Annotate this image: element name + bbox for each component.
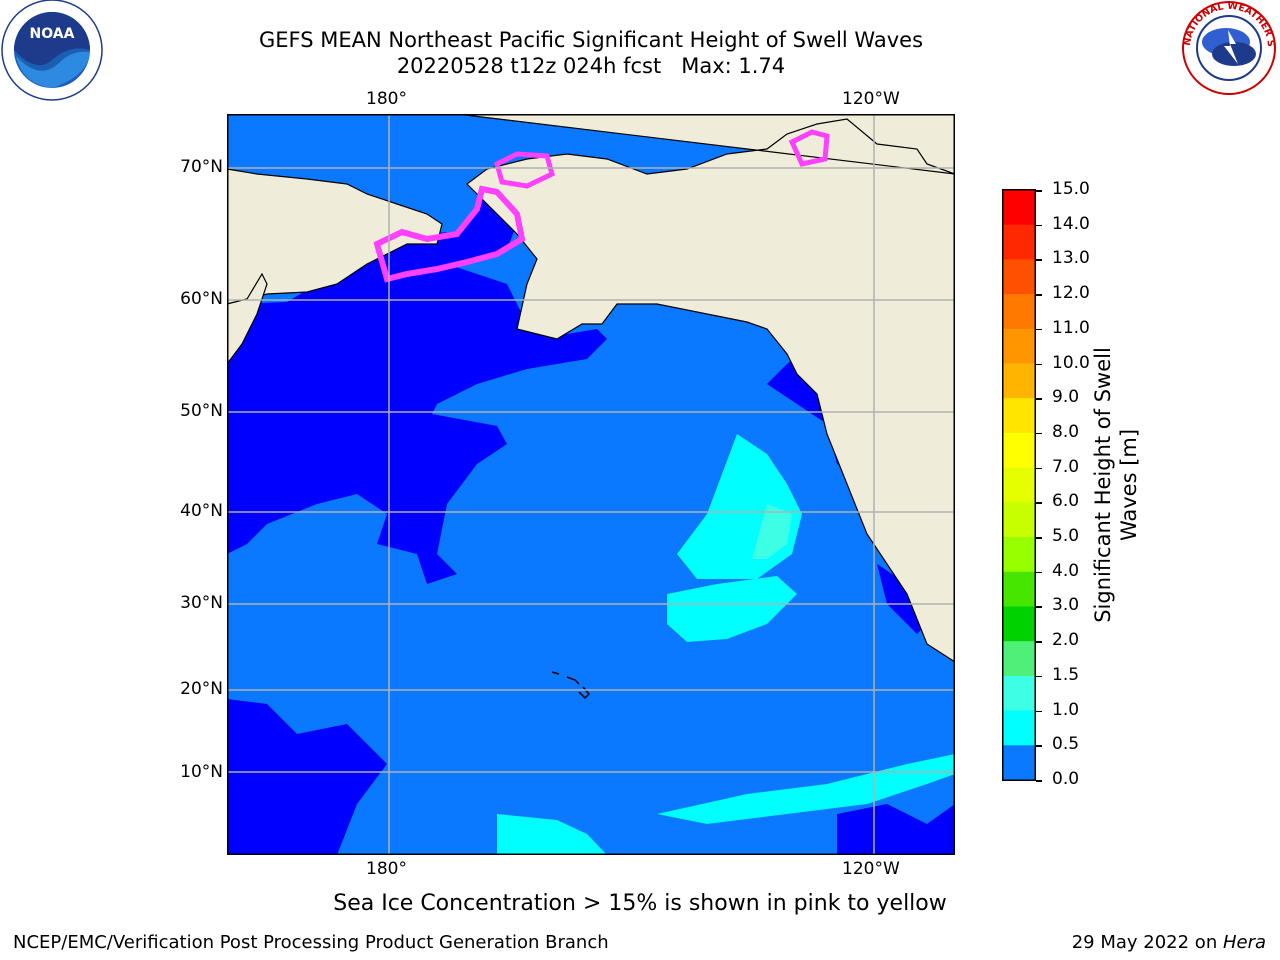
colorbar-tick-label: 1.5 bbox=[1052, 664, 1080, 685]
colorbar-tick-label: 2.0 bbox=[1052, 630, 1080, 651]
colorbar-tick-mark bbox=[1036, 398, 1042, 400]
colorbar-label-line1: Significant Height of Swell bbox=[1091, 347, 1115, 623]
footer-date-text: 29 May 2022 on bbox=[1071, 932, 1223, 953]
colorbar-tick-label: 13.0 bbox=[1052, 248, 1090, 269]
map-gridlines bbox=[227, 114, 955, 855]
footer-host: Hera bbox=[1222, 932, 1266, 953]
colorbar-tick-mark bbox=[1036, 363, 1042, 366]
colorbar-tick-label: 0.5 bbox=[1052, 734, 1080, 755]
colorbar-tick-label: 0.0 bbox=[1052, 769, 1080, 789]
ocean-band-0-0p5-southwest bbox=[227, 699, 387, 855]
colorbar-tick-label: 3.0 bbox=[1052, 595, 1080, 616]
colorbar-cell bbox=[1003, 675, 1035, 712]
colorbar-tick-mark bbox=[1036, 710, 1042, 713]
colorbar-tick-mark bbox=[1036, 259, 1042, 261]
colorbar-cell bbox=[1003, 328, 1035, 365]
colorbar-tick-label: 11.0 bbox=[1052, 317, 1090, 338]
map-title: GEFS MEAN Northeast Pacific Significant … bbox=[258, 28, 924, 52]
colorbar-tick-label: 4.0 bbox=[1052, 560, 1080, 581]
colorbar-cell bbox=[1003, 363, 1035, 399]
colorbar-tick-mark bbox=[1036, 780, 1042, 782]
colorbar-cell bbox=[1003, 571, 1035, 607]
colorbar-cell bbox=[1003, 294, 1035, 330]
colorbar-cell bbox=[1003, 502, 1035, 538]
sea-ice-chukchi bbox=[494, 151, 555, 189]
colorbar-tick-label: 10.0 bbox=[1052, 352, 1090, 373]
colorbar-tick-mark bbox=[1036, 675, 1042, 678]
nws-logo: NATIONAL WEATHER SERVICE bbox=[1178, 0, 1276, 95]
ocean-band-1-1p5-equator-west bbox=[497, 814, 607, 855]
colorbar-tick-mark bbox=[1036, 432, 1042, 435]
colorbar-tick-label: 12.0 bbox=[1052, 283, 1090, 304]
colorbar-cell bbox=[1003, 432, 1035, 469]
lat-label-30n: 30°N bbox=[180, 593, 223, 613]
colorbar-label: Significant Height of Swell Waves [m] bbox=[1090, 347, 1142, 623]
colorbar-frame bbox=[1002, 189, 1036, 781]
land-north-america bbox=[456, 114, 955, 663]
map-frame bbox=[227, 114, 955, 855]
noaa-logo: NOAA bbox=[1, 0, 103, 101]
ocean-band-0-0p5-baja bbox=[877, 564, 927, 634]
swell-map bbox=[227, 114, 955, 855]
lat-label-70n: 70°N bbox=[180, 157, 223, 177]
colorbar-tick-label: 5.0 bbox=[1052, 526, 1080, 547]
lat-label-50n: 50°N bbox=[180, 401, 223, 421]
colorbar-cell bbox=[1003, 224, 1035, 260]
footer-branch: NCEP/EMC/Verification Post Processing Pr… bbox=[13, 932, 609, 953]
colorbar-tick-mark bbox=[1036, 641, 1042, 643]
colorbar-cell bbox=[1003, 606, 1035, 642]
colorbar-tick-mark bbox=[1036, 294, 1042, 296]
colorbar-tick-label: 14.0 bbox=[1052, 213, 1090, 234]
colorbar-cell bbox=[1003, 398, 1035, 434]
lat-label-20n: 20°N bbox=[180, 679, 223, 699]
ocean-band-1p5-2-central bbox=[752, 504, 792, 559]
colorbar-cell bbox=[1003, 745, 1035, 781]
colorbar-tick-label: 15.0 bbox=[1052, 179, 1090, 199]
colorbar-cell bbox=[1003, 190, 1035, 226]
lon-label-bottom-180: 180° bbox=[366, 859, 407, 879]
footer-date: 29 May 2022 on Hera bbox=[1072, 932, 1266, 953]
colorbar-label-line2: Waves [m] bbox=[1117, 428, 1141, 542]
colorbar-tick-mark bbox=[1036, 190, 1042, 192]
lat-label-60n: 60°N bbox=[180, 289, 223, 309]
colorbar-cell bbox=[1003, 467, 1035, 503]
colorbar-tick-mark bbox=[1036, 606, 1042, 608]
colorbar-cell bbox=[1003, 641, 1035, 677]
colorbar-cell bbox=[1003, 259, 1035, 295]
lon-label-top-120w: 120°W bbox=[842, 89, 900, 109]
colorbar-tick-label: 6.0 bbox=[1052, 491, 1080, 512]
sea-ice-bering bbox=[373, 185, 526, 283]
lon-label-bottom-120w: 120°W bbox=[842, 859, 900, 879]
colorbar-tick-mark bbox=[1036, 571, 1042, 574]
colorbar bbox=[1002, 189, 1036, 781]
ocean-band-1-1p5-south bbox=[667, 576, 797, 642]
colorbar-tick-mark bbox=[1036, 224, 1042, 227]
map-subtitle: 20220528 t12z 024h fcst Max: 1.74 bbox=[396, 54, 786, 78]
colorbar-tick-mark bbox=[1036, 502, 1042, 504]
ocean-band-0-0p5-southeast bbox=[837, 804, 955, 855]
sea-ice-caption: Sea Ice Concentration > 15% is shown in … bbox=[333, 891, 947, 916]
colorbar-tick-mark bbox=[1036, 745, 1042, 747]
colorbar-tick-mark bbox=[1036, 467, 1042, 470]
land-kamchatka bbox=[227, 272, 268, 365]
lat-label-10n: 10°N bbox=[180, 762, 223, 782]
colorbar-cell bbox=[1003, 710, 1035, 746]
ocean-band-0-0p5-north bbox=[227, 254, 607, 584]
sea-ice-beaufort bbox=[788, 129, 830, 167]
noaa-logo-text: NOAA bbox=[30, 26, 75, 42]
colorbar-cell bbox=[1003, 537, 1035, 573]
lon-label-top-180: 180° bbox=[366, 89, 407, 109]
colorbar-tick-label: 8.0 bbox=[1052, 421, 1080, 442]
lat-label-40n: 40°N bbox=[180, 501, 223, 521]
colorbar-tick-label: 9.0 bbox=[1052, 387, 1080, 408]
colorbar-tick-label: 7.0 bbox=[1052, 456, 1080, 477]
colorbar-tick-mark bbox=[1036, 537, 1042, 539]
colorbar-tick-mark bbox=[1036, 328, 1042, 331]
ocean-band-0-0p5-west bbox=[227, 364, 297, 494]
colorbar-tick-label: 1.0 bbox=[1052, 699, 1080, 720]
